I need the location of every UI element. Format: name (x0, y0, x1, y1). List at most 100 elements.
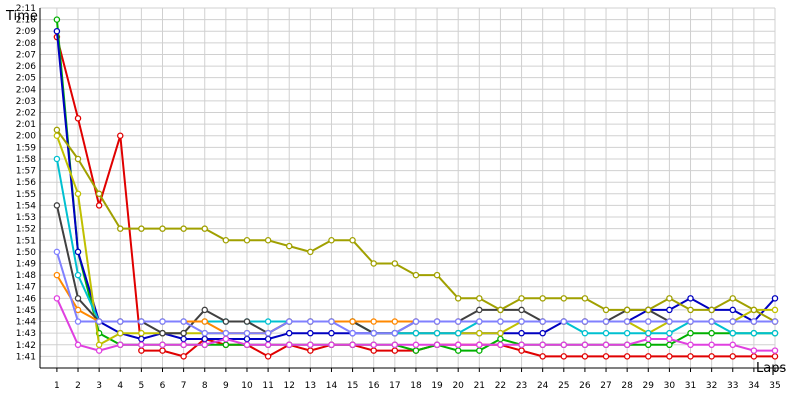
y-tick-label: 2:07 (16, 50, 36, 60)
data-point (560, 318, 568, 325)
y-tick-label: 1:51 (16, 236, 36, 246)
data-point (518, 347, 525, 354)
data-point (750, 347, 758, 354)
data-point (771, 306, 779, 314)
data-point (370, 341, 377, 349)
data-point (623, 353, 631, 360)
y-tick-label: 1:49 (16, 259, 36, 269)
x-tick-label: 35 (769, 381, 780, 391)
data-point (328, 318, 335, 325)
data-point (708, 306, 715, 314)
data-point (222, 329, 230, 337)
data-point (708, 341, 715, 349)
x-tick-label: 8 (202, 381, 208, 391)
y-tick-label: 2:11 (16, 4, 36, 14)
x-tick-label: 13 (305, 381, 316, 391)
data-point (476, 318, 483, 325)
data-point (771, 353, 779, 360)
data-point (95, 202, 103, 209)
data-point (180, 353, 187, 360)
data-point (602, 353, 610, 360)
data-point (666, 318, 673, 325)
data-point (370, 318, 377, 325)
x-tick-label: 14 (326, 381, 338, 391)
data-point (180, 341, 187, 349)
x-tick-label: 27 (600, 381, 611, 391)
data-point (243, 329, 251, 337)
data-point (117, 329, 124, 337)
data-point (645, 329, 652, 337)
data-point (159, 225, 166, 232)
data-point (138, 329, 145, 337)
data-point (539, 341, 546, 349)
data-point (687, 329, 694, 337)
data-point (53, 155, 61, 163)
data-point (666, 353, 673, 360)
data-point (476, 306, 483, 314)
x-tick-label: 21 (474, 381, 485, 391)
data-point (476, 329, 483, 337)
data-point (74, 318, 82, 325)
data-point (687, 318, 694, 325)
data-point (391, 329, 399, 337)
data-point (117, 132, 124, 139)
y-tick-label: 1:48 (16, 271, 36, 281)
data-point (138, 318, 145, 325)
data-point (264, 341, 272, 349)
x-tick-label: 32 (706, 381, 717, 391)
x-tick-label: 23 (516, 381, 527, 391)
y-tick-label: 1:53 (16, 213, 36, 223)
data-point (349, 329, 356, 337)
data-point (454, 347, 462, 354)
data-point (687, 341, 694, 349)
data-point (349, 237, 356, 244)
data-point (687, 306, 694, 314)
data-point (328, 329, 335, 337)
y-tick-label: 1:50 (16, 248, 36, 258)
data-point (74, 155, 82, 163)
y-tick-label: 2:09 (16, 27, 36, 37)
data-point (729, 353, 737, 360)
data-point (328, 341, 335, 349)
data-point (53, 27, 61, 35)
data-point (95, 190, 103, 198)
y-tick-label: 1:57 (16, 167, 36, 177)
data-point (454, 318, 462, 325)
data-point (264, 237, 272, 244)
data-point (750, 306, 758, 314)
data-point (370, 329, 377, 337)
data-point (454, 329, 462, 337)
data-point (412, 318, 420, 325)
data-point (518, 306, 525, 314)
data-point (476, 347, 483, 354)
data-point (687, 353, 694, 360)
x-tick-label: 30 (664, 381, 676, 391)
y-tick-label: 1:52 (16, 225, 36, 235)
data-point (74, 271, 82, 279)
data-point (222, 341, 230, 349)
y-tick-label: 1:44 (16, 318, 36, 328)
data-point (159, 329, 166, 337)
data-point (74, 190, 82, 198)
x-tick-label: 2 (75, 381, 81, 391)
x-tick-label: 28 (621, 381, 633, 391)
data-point (328, 237, 335, 244)
data-point (74, 115, 82, 122)
y-tick-label: 1:46 (16, 294, 36, 304)
data-point (264, 329, 272, 337)
data-point (159, 347, 166, 354)
axes (39, 8, 785, 372)
data-point (560, 353, 568, 360)
data-point (560, 295, 568, 302)
data-point (539, 329, 546, 337)
data-point (666, 295, 673, 302)
data-point (602, 306, 610, 314)
data-point (497, 329, 504, 337)
data-point (307, 318, 314, 325)
series-group (53, 248, 779, 337)
data-point (581, 295, 589, 302)
data-point (53, 271, 61, 279)
data-point (602, 341, 610, 349)
data-point (243, 237, 251, 244)
data-point (729, 306, 737, 314)
